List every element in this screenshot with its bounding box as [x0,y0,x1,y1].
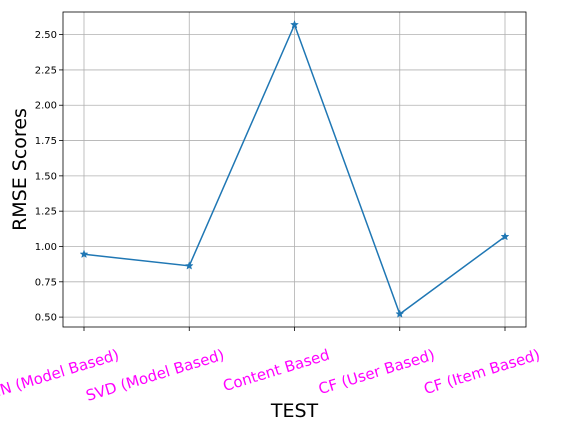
data-point-marker [184,261,194,270]
x-tick-label: CF (Item Based) [422,346,543,398]
x-axis-title: TEST [270,400,319,422]
data-point-marker [290,20,299,29]
y-tick-label: 2.50 [35,30,57,41]
y-axis-ticks: 0.50 0.75 1.00 1.25 1.50 1.75 2.00 2.25 2.50 [35,30,63,324]
y-tick-label: 0.50 [35,313,57,324]
y-tick-label: 2.00 [35,101,57,112]
x-tick-label: Content Based [221,346,332,396]
y-tick-label: 1.25 [35,207,57,218]
data-point-marker [79,249,89,259]
series-layer [79,20,510,318]
plot-frame [62,11,527,328]
y-tick-label: 1.75 [35,136,57,147]
y-tick-label: 2.25 [35,65,57,76]
y-tick-label: 0.75 [35,277,57,288]
y-tick-label: 1.50 [35,171,57,182]
y-tick-label: 1.00 [35,242,57,253]
data-point-marker [500,231,510,241]
grid-lines [63,12,526,327]
y-axis-title: RMSE Scores [9,108,31,231]
x-tick-label: CF (User Based) [316,346,437,398]
data-point-marker [395,309,405,318]
x-axis-ticks: KNN (Model Based)SVD (Model Based)Conten… [0,327,542,405]
